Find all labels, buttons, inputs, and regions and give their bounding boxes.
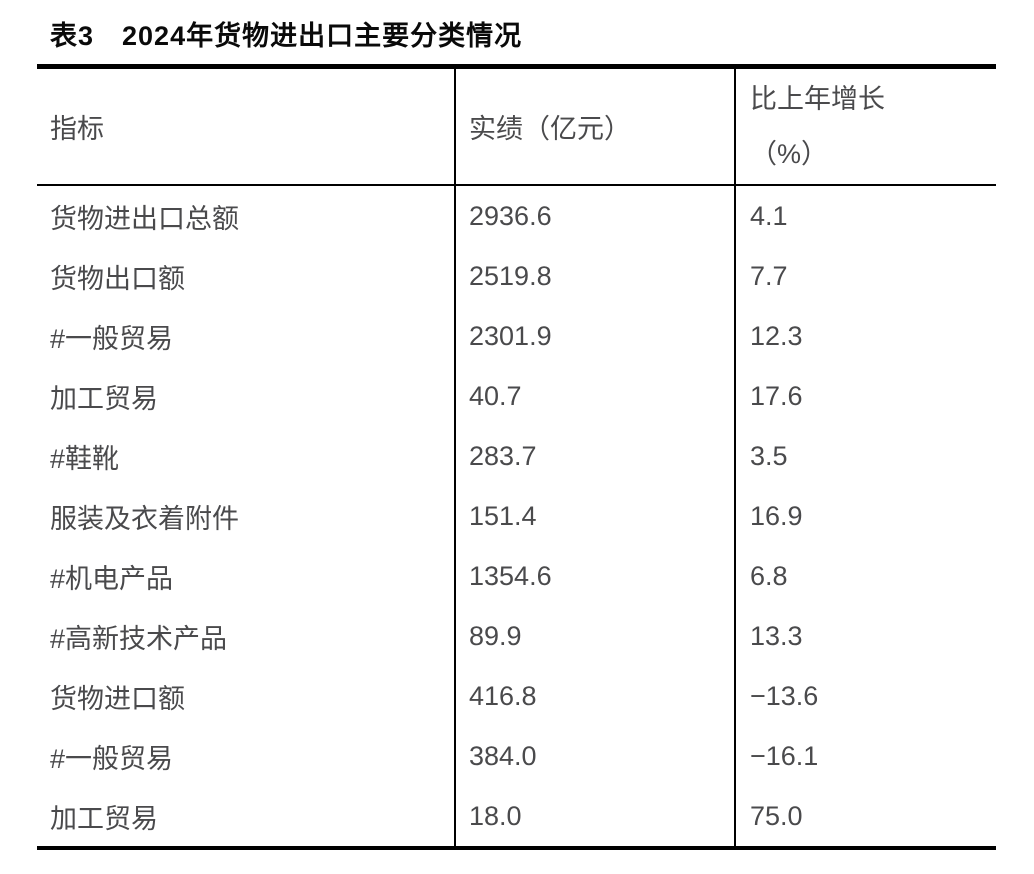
growth-cell: −13.6 <box>734 666 996 726</box>
table-row: 货物进出口总额 2936.6 4.1 <box>37 186 996 246</box>
value-cell: 151.4 <box>454 486 734 546</box>
value-cell: 89.9 <box>454 606 734 666</box>
value-cell: 416.8 <box>454 666 734 726</box>
table-row: #一般贸易 384.0 −16.1 <box>37 726 996 786</box>
growth-cell: 13.3 <box>734 606 996 666</box>
table-body: 货物进出口总额 2936.6 4.1 货物出口额 2519.8 7.7 #一般贸易 2301.… <box>37 186 996 846</box>
table-row: #高新技术产品 89.9 13.3 <box>37 606 996 666</box>
data-table: 指标 实绩（亿元） 比上年增长 （%） 货物进出口总额 2936.6 4.1 货物出口… <box>37 64 996 850</box>
column-header-growth-line1: 比上年增长 <box>750 83 885 114</box>
column-header-growth-line2: （%） <box>750 138 829 169</box>
indicator-cell: #鞋靴 <box>50 443 120 474</box>
column-header-value: 实绩（亿元） <box>454 69 734 184</box>
indicator-cell: 货物进口额 <box>50 683 185 714</box>
growth-cell: 75.0 <box>734 786 996 846</box>
value-cell: 18.0 <box>454 786 734 846</box>
table-row: #鞋靴 283.7 3.5 <box>37 426 996 486</box>
column-header-growth: 比上年增长 （%） <box>734 69 996 184</box>
value-cell: 283.7 <box>454 426 734 486</box>
indicator-cell: 货物进出口总额 <box>50 203 239 234</box>
table-header-row: 指标 实绩（亿元） 比上年增长 （%） <box>37 69 996 186</box>
table-row: 货物出口额 2519.8 7.7 <box>37 246 996 306</box>
growth-cell: 3.5 <box>734 426 996 486</box>
table-row: 加工贸易 40.7 17.6 <box>37 366 996 426</box>
value-cell: 1354.6 <box>454 546 734 606</box>
value-cell: 2301.9 <box>454 306 734 366</box>
growth-cell: 6.8 <box>734 546 996 606</box>
table-row: 加工贸易 18.0 75.0 <box>37 786 996 846</box>
table-row: 服装及衣着附件 151.4 16.9 <box>37 486 996 546</box>
indicator-cell: 货物出口额 <box>50 263 185 294</box>
indicator-cell: 加工贸易 <box>50 383 158 414</box>
growth-cell: 7.7 <box>734 246 996 306</box>
growth-cell: −16.1 <box>734 726 996 786</box>
growth-cell: 4.1 <box>734 186 996 246</box>
indicator-cell: 加工贸易 <box>50 803 158 834</box>
value-cell: 384.0 <box>454 726 734 786</box>
value-cell: 2936.6 <box>454 186 734 246</box>
indicator-cell: #机电产品 <box>50 563 174 594</box>
growth-cell: 16.9 <box>734 486 996 546</box>
column-header-indicator: 指标 <box>50 114 104 144</box>
table-row: 货物进口额 416.8 −13.6 <box>37 666 996 726</box>
value-cell: 40.7 <box>454 366 734 426</box>
indicator-cell: #高新技术产品 <box>50 623 228 654</box>
value-cell: 2519.8 <box>454 246 734 306</box>
table-title: 表3 2024年货物进出口主要分类情况 <box>50 21 523 51</box>
indicator-cell: #一般贸易 <box>50 743 174 774</box>
table-row: #机电产品 1354.6 6.8 <box>37 546 996 606</box>
growth-cell: 17.6 <box>734 366 996 426</box>
indicator-cell: #一般贸易 <box>50 323 174 354</box>
indicator-cell: 服装及衣着附件 <box>50 503 239 534</box>
growth-cell: 12.3 <box>734 306 996 366</box>
table-row: #一般贸易 2301.9 12.3 <box>37 306 996 366</box>
